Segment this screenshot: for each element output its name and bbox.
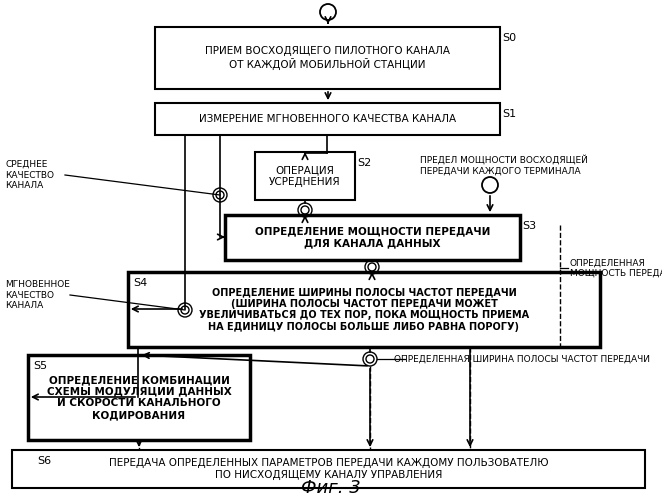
- Text: Фиг. 3: Фиг. 3: [301, 479, 361, 497]
- Text: ОПРЕДЕЛЕНИЕ ШИРИНЫ ПОЛОСЫ ЧАСТОТ ПЕРЕДАЧИ
(ШИРИНА ПОЛОСЫ ЧАСТОТ ПЕРЕДАЧИ МОЖЕТ
У: ОПРЕДЕЛЕНИЕ ШИРИНЫ ПОЛОСЫ ЧАСТОТ ПЕРЕДАЧ…: [199, 287, 529, 332]
- Bar: [28, 355, 250, 440]
- Text: ОПРЕДЕЛЕННАЯ ШИРИНА ПОЛОСЫ ЧАСТОТ ПЕРЕДАЧИ: ОПРЕДЕЛЕННАЯ ШИРИНА ПОЛОСЫ ЧАСТОТ ПЕРЕДА…: [394, 354, 650, 364]
- Text: S1: S1: [502, 109, 516, 119]
- Text: S3: S3: [522, 221, 536, 231]
- Text: ПРЕДЕЛ МОЩНОСТИ ВОСХОДЯЩЕЙ
ПЕРЕДАЧИ КАЖДОГО ТЕРМИНАЛА: ПРЕДЕЛ МОЩНОСТИ ВОСХОДЯЩЕЙ ПЕРЕДАЧИ КАЖД…: [420, 155, 588, 175]
- Text: S0: S0: [502, 33, 516, 43]
- Text: S5: S5: [33, 361, 47, 371]
- Text: ПРИЕМ ВОСХОДЯЩЕГО ПИЛОТНОГО КАНАЛА
ОТ КАЖДОЙ МОБИЛЬНОЙ СТАНЦИИ: ПРИЕМ ВОСХОДЯЩЕГО ПИЛОТНОГО КАНАЛА ОТ КА…: [205, 46, 450, 70]
- Text: ОПРЕДЕЛЕНИЕ КОМБИНАЦИИ
СХЕМЫ МОДУЛЯЦИИ ДАННЫХ
И СКОРОСТИ КАНАЛЬНОГО
КОДИРОВАНИЯ: ОПРЕДЕЛЕНИЕ КОМБИНАЦИИ СХЕМЫ МОДУЛЯЦИИ Д…: [46, 375, 232, 420]
- Text: ОПРЕДЕЛЕННАЯ
МОЩНОСТЬ ПЕРЕДАЧИ: ОПРЕДЕЛЕННАЯ МОЩНОСТЬ ПЕРЕДАЧИ: [570, 258, 662, 278]
- Text: S2: S2: [357, 158, 371, 168]
- Text: S4: S4: [133, 278, 147, 288]
- Bar: [155, 103, 500, 135]
- Text: ПЕРЕДАЧА ОПРЕДЕЛЕННЫХ ПАРАМЕТРОВ ПЕРЕДАЧИ КАЖДОМУ ПОЛЬЗОВАТЕЛЮ
ПО НИСХОДЯЩЕМУ КА: ПЕРЕДАЧА ОПРЕДЕЛЕННЫХ ПАРАМЕТРОВ ПЕРЕДАЧ…: [109, 458, 548, 480]
- Bar: [225, 215, 520, 260]
- Bar: [255, 152, 355, 200]
- Bar: [155, 27, 500, 89]
- Bar: [12, 450, 645, 488]
- Text: ОПРЕДЕЛЕНИЕ МОЩНОСТИ ПЕРЕДАЧИ
ДЛЯ КАНАЛА ДАННЫХ: ОПРЕДЕЛЕНИЕ МОЩНОСТИ ПЕРЕДАЧИ ДЛЯ КАНАЛА…: [255, 226, 490, 248]
- Text: S6: S6: [37, 456, 51, 466]
- Bar: [128, 272, 600, 347]
- Text: СРЕДНЕЕ
КАЧЕСТВО
КАНАЛА: СРЕДНЕЕ КАЧЕСТВО КАНАЛА: [5, 160, 54, 190]
- Text: ОПЕРАЦИЯ
УСРЕДНЕНИЯ: ОПЕРАЦИЯ УСРЕДНЕНИЯ: [269, 165, 341, 187]
- Text: ИЗМЕРЕНИЕ МГНОВЕННОГО КАЧЕСТВА КАНАЛА: ИЗМЕРЕНИЕ МГНОВЕННОГО КАЧЕСТВА КАНАЛА: [199, 114, 456, 124]
- Text: МГНОВЕННОЕ
КАЧЕСТВО
КАНАЛА: МГНОВЕННОЕ КАЧЕСТВО КАНАЛА: [5, 280, 70, 310]
